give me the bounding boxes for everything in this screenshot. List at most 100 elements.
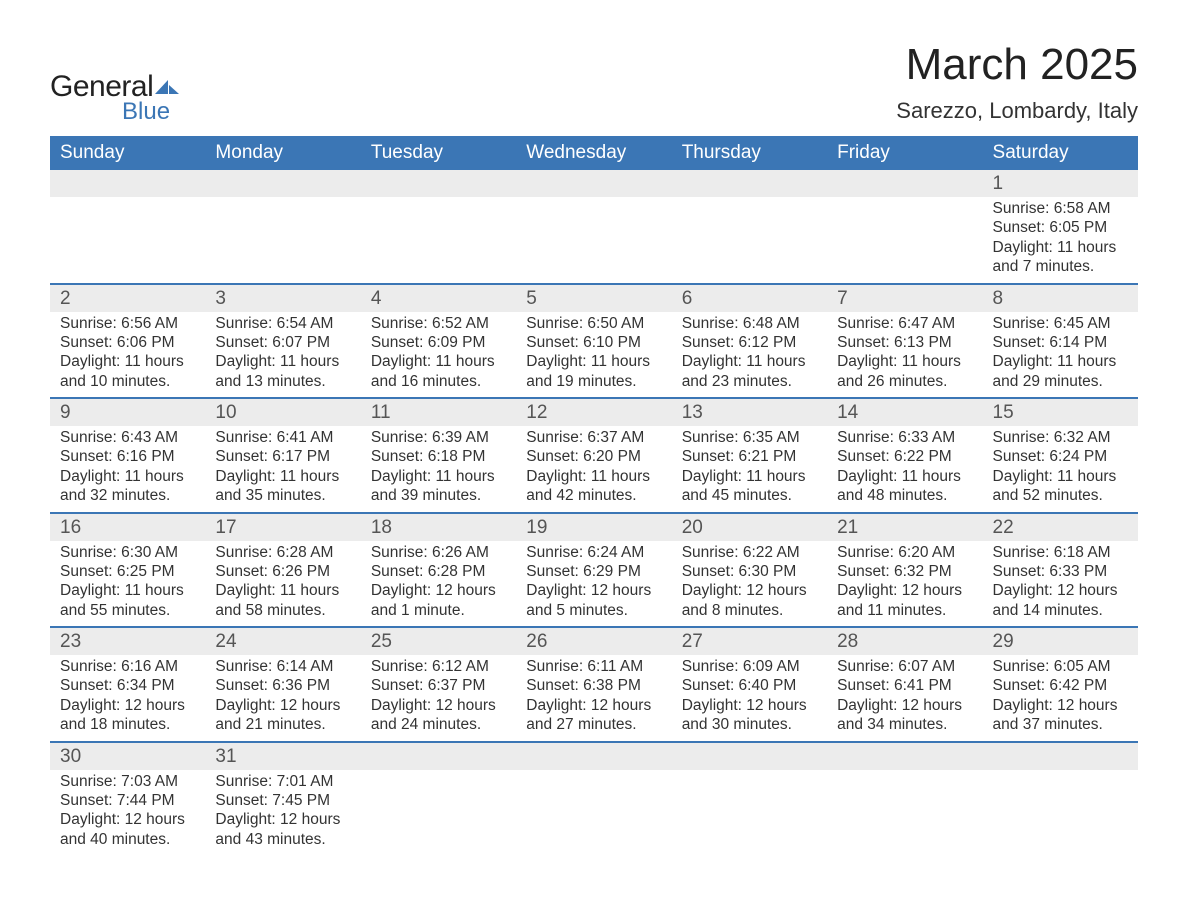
day-number: 17 [205,514,360,541]
sunrise-line: Sunrise: 6:41 AM [215,428,350,447]
daylight-line: Daylight: 11 hours and 35 minutes. [215,467,350,506]
daylight-line: Daylight: 11 hours and 58 minutes. [215,581,350,620]
day-cell [516,197,671,205]
day-cell: Sunrise: 6:09 AMSunset: 6:40 PMDaylight:… [672,655,827,741]
day-number [827,743,982,769]
daylight-line: Daylight: 12 hours and 5 minutes. [526,581,661,620]
day-number [50,170,205,196]
sunset-line: Sunset: 6:10 PM [526,333,661,352]
day-number: 30 [50,743,205,770]
sunset-line: Sunset: 6:13 PM [837,333,972,352]
sunrise-line: Sunrise: 6:48 AM [682,314,817,333]
weekday-header: Wednesday [516,136,671,170]
sunrise-line: Sunrise: 6:05 AM [993,657,1128,676]
sunset-line: Sunset: 6:17 PM [215,447,350,466]
daylight-line: Daylight: 12 hours and 14 minutes. [993,581,1128,620]
weekday-header: Monday [205,136,360,170]
day-number [361,743,516,769]
daylight-line: Daylight: 11 hours and 39 minutes. [371,467,506,506]
weekday-header: Thursday [672,136,827,170]
day-cell: Sunrise: 6:11 AMSunset: 6:38 PMDaylight:… [516,655,671,741]
sunrise-line: Sunrise: 6:12 AM [371,657,506,676]
day-number: 6 [672,285,827,312]
day-number: 7 [827,285,982,312]
brand-sail-icon [155,80,179,98]
day-cell [361,770,516,778]
day-cell: Sunrise: 6:56 AMSunset: 6:06 PMDaylight:… [50,312,205,398]
sunset-line: Sunset: 6:25 PM [60,562,195,581]
day-number: 24 [205,628,360,655]
day-number: 4 [361,285,516,312]
day-number: 14 [827,399,982,426]
day-number [516,170,671,196]
day-cell: Sunrise: 6:14 AMSunset: 6:36 PMDaylight:… [205,655,360,741]
sunset-line: Sunset: 6:20 PM [526,447,661,466]
daylight-line: Daylight: 12 hours and 11 minutes. [837,581,972,620]
daylight-line: Daylight: 11 hours and 26 minutes. [837,352,972,391]
sunrise-line: Sunrise: 6:30 AM [60,543,195,562]
day-cell [361,197,516,205]
sunrise-line: Sunrise: 6:43 AM [60,428,195,447]
day-number: 28 [827,628,982,655]
sunset-line: Sunset: 7:45 PM [215,791,350,810]
sunrise-line: Sunrise: 6:58 AM [993,199,1128,218]
sunset-line: Sunset: 6:09 PM [371,333,506,352]
brand-logo: General Blue [50,40,179,126]
brand-word-2: Blue [122,98,179,126]
daylight-line: Daylight: 12 hours and 18 minutes. [60,696,195,735]
location-subtitle: Sarezzo, Lombardy, Italy [896,98,1138,124]
day-cell: Sunrise: 6:18 AMSunset: 6:33 PMDaylight:… [983,541,1138,627]
day-cell: Sunrise: 6:28 AMSunset: 6:26 PMDaylight:… [205,541,360,627]
daylight-line: Daylight: 12 hours and 24 minutes. [371,696,506,735]
daylight-line: Daylight: 12 hours and 21 minutes. [215,696,350,735]
day-cell: Sunrise: 6:39 AMSunset: 6:18 PMDaylight:… [361,426,516,512]
sunset-line: Sunset: 6:24 PM [993,447,1128,466]
day-cell: Sunrise: 7:01 AMSunset: 7:45 PMDaylight:… [205,770,360,856]
sunrise-line: Sunrise: 6:07 AM [837,657,972,676]
sunset-line: Sunset: 6:38 PM [526,676,661,695]
day-cell [983,770,1138,778]
day-number [361,170,516,196]
day-number: 2 [50,285,205,312]
sunrise-line: Sunrise: 6:24 AM [526,543,661,562]
sunset-line: Sunset: 6:42 PM [993,676,1128,695]
daylight-line: Daylight: 11 hours and 13 minutes. [215,352,350,391]
day-number: 11 [361,399,516,426]
daylight-line: Daylight: 11 hours and 32 minutes. [60,467,195,506]
day-cell: Sunrise: 6:32 AMSunset: 6:24 PMDaylight:… [983,426,1138,512]
sunset-line: Sunset: 6:05 PM [993,218,1128,237]
sunset-line: Sunset: 6:28 PM [371,562,506,581]
daylight-line: Daylight: 12 hours and 8 minutes. [682,581,817,620]
sunrise-line: Sunrise: 6:45 AM [993,314,1128,333]
sunrise-line: Sunrise: 6:16 AM [60,657,195,676]
day-number [672,170,827,196]
daylight-line: Daylight: 11 hours and 52 minutes. [993,467,1128,506]
calendar-header-row: SundayMondayTuesdayWednesdayThursdayFrid… [50,136,1138,170]
daylight-line: Daylight: 11 hours and 16 minutes. [371,352,506,391]
sunset-line: Sunset: 6:14 PM [993,333,1128,352]
calendar-table: SundayMondayTuesdayWednesdayThursdayFrid… [50,136,1138,855]
day-cell: Sunrise: 6:33 AMSunset: 6:22 PMDaylight:… [827,426,982,512]
sunrise-line: Sunrise: 6:56 AM [60,314,195,333]
day-number: 21 [827,514,982,541]
sunrise-line: Sunrise: 6:14 AM [215,657,350,676]
day-cell: Sunrise: 6:50 AMSunset: 6:10 PMDaylight:… [516,312,671,398]
daylight-line: Daylight: 11 hours and 55 minutes. [60,581,195,620]
header: General Blue March 2025 Sarezzo, Lombard… [50,40,1138,126]
sunrise-line: Sunrise: 6:50 AM [526,314,661,333]
title-block: March 2025 Sarezzo, Lombardy, Italy [896,40,1138,124]
sunrise-line: Sunrise: 7:01 AM [215,772,350,791]
sunrise-line: Sunrise: 6:39 AM [371,428,506,447]
sunrise-line: Sunrise: 6:22 AM [682,543,817,562]
sunset-line: Sunset: 6:21 PM [682,447,817,466]
daylight-line: Daylight: 11 hours and 42 minutes. [526,467,661,506]
daylight-line: Daylight: 11 hours and 7 minutes. [993,238,1128,277]
day-number: 18 [361,514,516,541]
sunset-line: Sunset: 6:18 PM [371,447,506,466]
day-number [205,170,360,196]
day-number: 31 [205,743,360,770]
daylight-line: Daylight: 12 hours and 40 minutes. [60,810,195,849]
day-number [983,743,1138,769]
day-cell [827,770,982,778]
sunset-line: Sunset: 6:30 PM [682,562,817,581]
